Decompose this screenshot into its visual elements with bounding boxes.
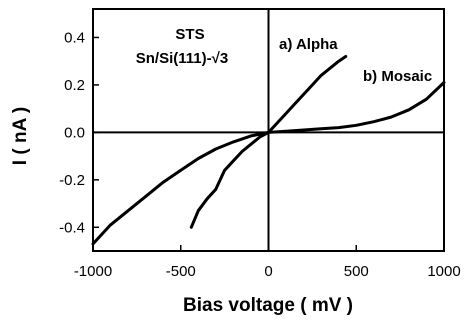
y-tick-label: 0.2	[64, 77, 85, 94]
x-tick-label: -500	[166, 263, 196, 280]
x-tick-label: 0	[264, 263, 272, 280]
y-tick-label: -0.4	[59, 219, 85, 236]
x-tick-label: 500	[344, 263, 369, 280]
annotation-sts: STS	[175, 26, 204, 43]
annotation-sample: Sn/Si(111)-√3	[136, 50, 228, 67]
y-tick-label: 0.4	[64, 29, 85, 46]
x-axis-title: Bias voltage ( mV )	[183, 295, 353, 316]
axis-lines	[93, 9, 444, 251]
x-tick-label: -1000	[74, 263, 112, 280]
y-tick-label: 0.0	[64, 124, 85, 141]
y-axis-title: I ( nA )	[10, 107, 31, 165]
ticks: -1000 -500 0 500 1000 -0.4 -0.2 0.0 0.2 0.4	[59, 29, 461, 280]
series-label-alpha: a) Alpha	[279, 36, 338, 53]
x-tick-label: 1000	[427, 263, 460, 280]
y-tick-label: -0.2	[59, 172, 85, 189]
series-line-mosaic	[91, 81, 446, 246]
series-layer	[91, 55, 446, 246]
series-label-mosaic: b) Mosaic	[363, 68, 432, 85]
